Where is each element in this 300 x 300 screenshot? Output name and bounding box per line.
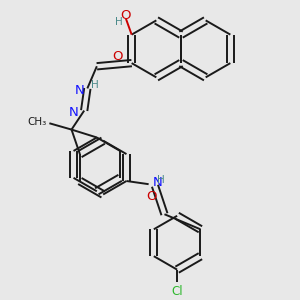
- Text: O: O: [120, 9, 130, 22]
- Text: H: H: [158, 175, 165, 185]
- Text: Cl: Cl: [171, 286, 183, 298]
- Text: N: N: [69, 106, 79, 119]
- Text: N: N: [74, 83, 84, 97]
- Text: H: H: [115, 17, 123, 27]
- Text: CH₃: CH₃: [27, 117, 46, 127]
- Text: O: O: [146, 190, 157, 203]
- Text: H: H: [92, 80, 99, 90]
- Text: N: N: [153, 176, 163, 189]
- Text: O: O: [112, 50, 123, 63]
